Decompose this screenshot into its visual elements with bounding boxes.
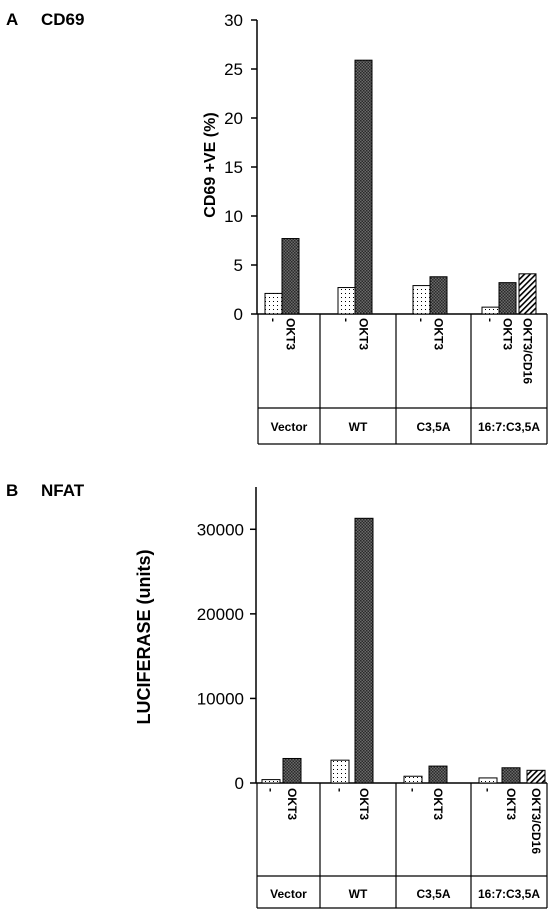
bar-16:7:C3,5A-OKT3 (498, 282, 517, 315)
condition-label: - (267, 318, 281, 322)
bar-16:7:C3,5A-- (478, 777, 498, 784)
y-tick-label: 5 (234, 256, 243, 275)
group-label: Vector (270, 887, 307, 901)
group-label: C3,5A (416, 887, 450, 901)
condition-label: - (484, 318, 498, 322)
panel-b-y-axis-label: LUCIFERASE (units) (134, 550, 154, 725)
panel-b-bars (261, 517, 546, 784)
condition-label: OKT3 (284, 318, 298, 350)
y-tick-label: 20 (224, 109, 243, 128)
bar-WT-- (337, 287, 356, 315)
y-tick-label: 10 (224, 207, 243, 226)
y-tick-label: 15 (224, 158, 243, 177)
bar-Vector-OKT3 (282, 757, 302, 784)
bar-C3,5A-- (403, 775, 423, 784)
condition-label: OKT3 (357, 318, 371, 350)
panel-b-condition-table: Vector - OKT3 WT - OKT3 C3,5A - OKT3 16:7:C3,5A - O… (256, 783, 548, 909)
bar-WT-OKT3 (354, 59, 373, 315)
bar-C3,5A-- (412, 285, 431, 315)
y-tick-label: 30 (224, 11, 243, 30)
condition-label: OKT3 (504, 788, 518, 820)
y-tick-label: 0 (234, 305, 243, 324)
condition-label: OKT3 (501, 318, 515, 350)
condition-label: - (481, 788, 495, 792)
bar-16:7:C3,5A-OKT3/CD16 (526, 769, 546, 784)
panel-a-title: CD69 (41, 10, 84, 29)
bar-16:7:C3,5A-OKT3 (501, 767, 521, 784)
y-tick-label: 0 (235, 774, 244, 793)
condition-label: - (333, 788, 347, 792)
group-label: WT (349, 887, 368, 901)
panel-a-y-axis: 0 5 10 15 20 25 30 (224, 11, 547, 324)
y-tick-label: 25 (224, 60, 243, 79)
bar-WT-OKT3 (354, 517, 374, 784)
condition-label: OKT3/CD16 (529, 788, 543, 854)
bar-16:7:C3,5A-- (481, 306, 500, 315)
y-tick-label: 20000 (197, 605, 244, 624)
panel-b-y-axis: 0 10000 20000 30000 (197, 487, 547, 793)
condition-label: OKT3 (432, 318, 446, 350)
bar-Vector-- (264, 292, 283, 315)
panel-b-letter: B (6, 481, 18, 500)
group-label: C3,5A (416, 420, 450, 434)
condition-label: - (264, 788, 278, 792)
bar-C3,5A-OKT3 (429, 276, 448, 315)
panel-b: B NFAT LUCIFERASE (units) 0 10000 20000 300… (6, 481, 548, 909)
panel-b-title: NFAT (41, 481, 85, 500)
panel-a-y-axis-label: CD69 +VE (%) (202, 112, 219, 217)
panel-a-letter: A (6, 10, 18, 29)
group-label: WT (349, 420, 368, 434)
bar-WT-- (330, 759, 350, 784)
condition-label: - (415, 318, 429, 322)
condition-label: OKT3/CD16 (521, 318, 535, 384)
condition-label: - (406, 788, 420, 792)
bar-Vector-- (261, 779, 281, 784)
bar-16:7:C3,5A-OKT3/CD16 (518, 273, 537, 315)
condition-label: OKT3 (357, 788, 371, 820)
condition-label: OKT3 (431, 788, 445, 820)
y-tick-label: 10000 (197, 689, 244, 708)
panel-a: A CD69 CD69 +VE (%) 0 5 10 15 20 25 30 Vector -… (6, 10, 548, 445)
bar-Vector-OKT3 (281, 238, 300, 315)
group-label: Vector (271, 420, 308, 434)
y-tick-label: 30000 (197, 520, 244, 539)
bar-C3,5A-OKT3 (428, 765, 448, 784)
condition-label: - (340, 318, 354, 322)
group-label: 16:7:C3,5A (478, 420, 540, 434)
condition-label: OKT3 (285, 788, 299, 820)
panel-a-bars (264, 59, 537, 315)
group-label: 16:7:C3,5A (478, 887, 540, 901)
